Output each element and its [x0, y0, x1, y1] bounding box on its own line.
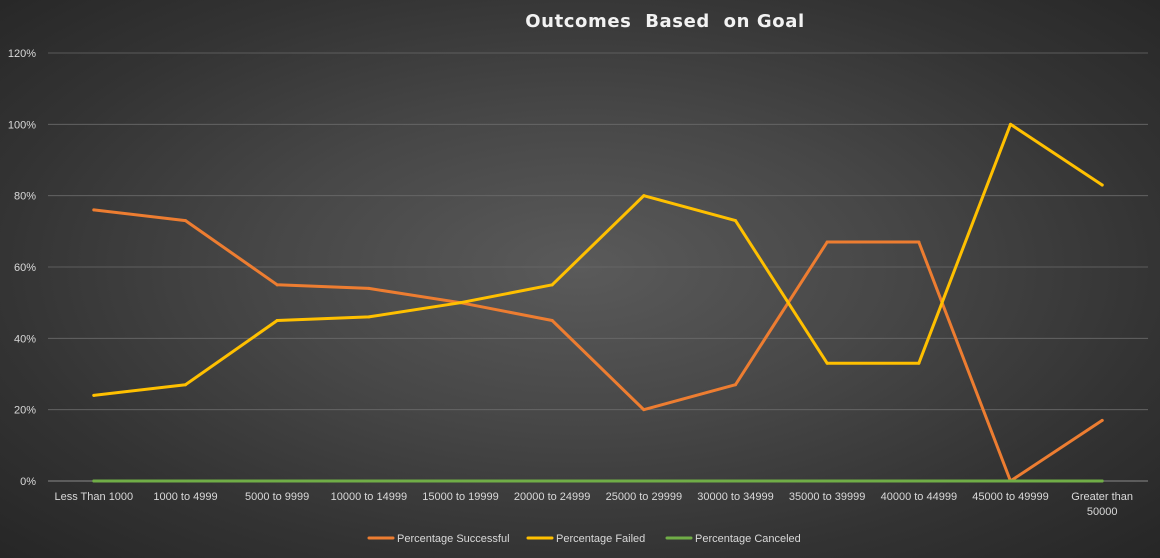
data-point-percentage-failed: [1100, 183, 1104, 187]
data-point-percentage-failed: [825, 361, 829, 365]
legend-label-percentage-successful: Percentage Successful: [397, 533, 510, 545]
x-tick-label: 10000 to 14999: [331, 491, 407, 503]
data-point-percentage-canceled: [459, 479, 462, 483]
y-tick-label: 20%: [14, 405, 36, 417]
x-tick-label: Less Than 1000: [54, 491, 133, 503]
data-point-percentage-failed: [275, 319, 279, 322]
data-point-percentage-canceled: [1100, 479, 1104, 483]
legend-label-percentage-failed: Percentage Failed: [556, 533, 645, 545]
data-point-percentage-canceled: [1009, 479, 1012, 483]
x-tick-label: 25000 to 29999: [606, 491, 682, 503]
legend: Percentage Successful Percentage Failed Pe…: [367, 533, 801, 545]
data-point-percentage-failed: [184, 383, 187, 387]
data-point-percentage-canceled: [550, 479, 554, 483]
series-lines: [92, 122, 1104, 483]
data-point-percentage-failed: [92, 393, 96, 397]
data-point-percentage-successful: [184, 219, 187, 223]
gridlines: [48, 52, 1148, 482]
x-tick-label: 30000 to 34999: [697, 491, 773, 503]
data-point-percentage-canceled: [642, 479, 646, 483]
x-axis-tick-labels: Less Than 1000 1000 to 4999 5000 to 9999 10…: [54, 491, 1133, 518]
chart-title: Outcomes Based on Goal: [525, 11, 804, 32]
data-point-percentage-successful: [1100, 418, 1104, 422]
data-point-percentage-successful: [275, 283, 279, 287]
x-tick-label: 5000 to 9999: [245, 491, 309, 503]
data-point-percentage-failed: [367, 315, 371, 319]
data-point-percentage-canceled: [917, 479, 921, 483]
data-point-percentage-successful: [734, 383, 737, 387]
data-point-percentage-successful: [92, 208, 96, 212]
data-point-percentage-canceled: [367, 479, 371, 483]
data-point-percentage-failed: [459, 301, 462, 305]
data-point-percentage-failed: [1009, 122, 1012, 126]
series-line-percentage-successful: [92, 208, 1104, 483]
data-point-percentage-failed: [642, 194, 646, 198]
data-point-percentage-successful: [642, 408, 646, 412]
x-tick-label: 45000 to 49999: [972, 491, 1048, 503]
x-tick-label: Greater than 50000: [1071, 491, 1133, 518]
x-tick-label: 35000 to 39999: [789, 491, 865, 503]
data-point-percentage-failed: [734, 219, 737, 223]
y-tick-label: 120%: [8, 48, 36, 60]
data-point-percentage-successful: [367, 286, 371, 290]
data-point-percentage-canceled: [275, 479, 279, 483]
x-tick-label: 40000 to 44999: [881, 491, 957, 503]
data-point-percentage-successful: [550, 319, 554, 322]
x-tick-label: 15000 to 19999: [422, 491, 498, 503]
data-point-percentage-failed: [917, 361, 921, 365]
series-line-percentage-failed: [92, 122, 1104, 397]
y-axis-tick-labels: 0% 20% 40% 60% 80% 100% 120%: [8, 48, 36, 488]
data-point-percentage-canceled: [184, 479, 187, 483]
data-point-percentage-successful: [825, 240, 829, 244]
y-tick-label: 40%: [14, 333, 36, 345]
data-point-percentage-successful: [917, 240, 921, 244]
data-point-percentage-failed: [550, 283, 554, 287]
data-point-percentage-canceled: [92, 479, 96, 483]
data-point-percentage-canceled: [734, 479, 737, 483]
legend-label-percentage-canceled: Percentage Canceled: [695, 533, 801, 545]
y-tick-label: 80%: [14, 191, 36, 203]
data-point-percentage-canceled: [825, 479, 829, 483]
x-tick-label: 1000 to 4999: [153, 491, 217, 503]
y-tick-label: 0%: [20, 476, 36, 488]
y-tick-label: 100%: [8, 119, 36, 131]
x-tick-label: 20000 to 24999: [514, 491, 590, 503]
y-tick-label: 60%: [14, 262, 36, 274]
